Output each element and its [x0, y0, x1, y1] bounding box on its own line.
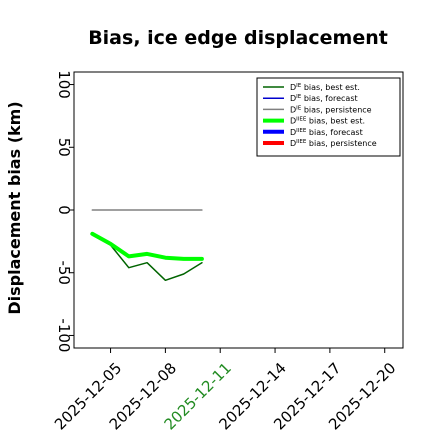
y-tick-label: -50	[55, 260, 73, 285]
series-line-4	[90, 231, 204, 261]
y-tick-label: 100	[55, 70, 73, 99]
legend-entry: DIIEE bias, forecast	[290, 128, 363, 137]
legend-entry: DIIEE bias, best est.	[290, 117, 365, 126]
legend-entry: DIE bias, forecast	[290, 94, 358, 103]
legend-entry: DIIEE bias, persistence	[290, 139, 377, 148]
y-tick-label: 0	[55, 205, 73, 215]
legend-entry: DIE bias, persistence	[290, 105, 372, 114]
y-axis-label: Displacement bias (km)	[5, 101, 24, 314]
legend-entry: DIE bias, best est.	[290, 83, 360, 92]
chart-title: Bias, ice edge displacement	[88, 27, 388, 49]
legend: DIE bias, best est. DIE bias, forecast DIE…	[256, 77, 401, 157]
y-tick-label: -100	[55, 318, 73, 352]
y-tick-label: 50	[55, 138, 73, 157]
series-layer	[90, 209, 204, 282]
